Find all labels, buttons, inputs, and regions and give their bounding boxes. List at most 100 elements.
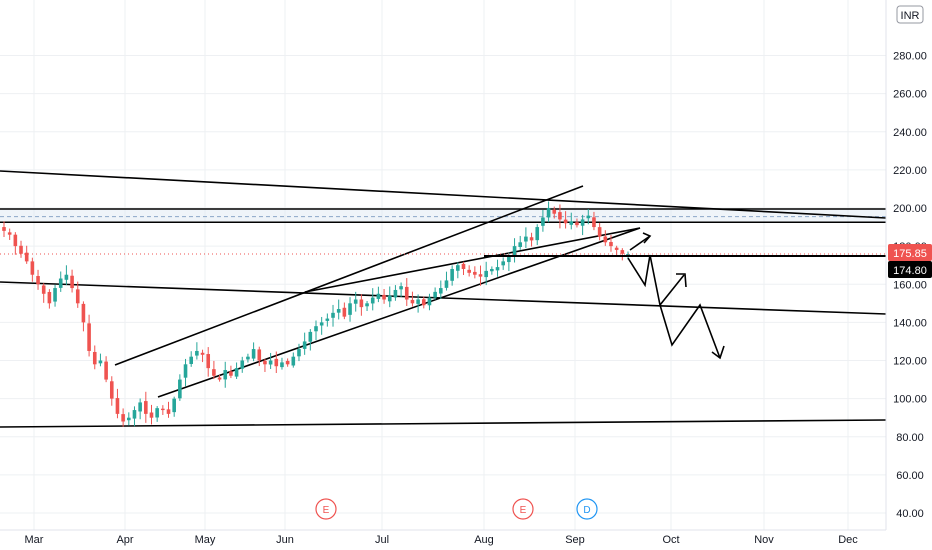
candle-body — [620, 250, 625, 254]
candle-body — [280, 362, 284, 368]
candle-body — [58, 278, 63, 288]
candle-body — [70, 275, 74, 289]
candle-body — [586, 215, 591, 219]
time-tick-label: Sep — [565, 534, 585, 546]
projection-path-2 — [649, 254, 685, 307]
zone-fill — [0, 208, 886, 223]
candle-body — [336, 309, 341, 313]
candle-body — [13, 234, 18, 247]
price-tick-label: 160.00 — [893, 279, 927, 291]
candle-body — [195, 350, 199, 356]
candle-body — [501, 261, 505, 266]
candle-body — [81, 303, 86, 323]
support-line — [0, 419, 887, 428]
candle-body — [376, 293, 381, 299]
candle-body — [138, 402, 142, 412]
candle-body — [541, 217, 545, 226]
candle-body — [24, 252, 29, 262]
price-tick-label: 140.00 — [893, 317, 927, 329]
candle-body — [410, 299, 415, 304]
candle-body — [240, 360, 245, 369]
candle-body — [92, 351, 97, 365]
last-price-label: 175.85 — [888, 244, 932, 261]
candle-body — [393, 289, 398, 298]
candle-body — [478, 274, 483, 277]
candle-body — [495, 267, 500, 271]
level-price-value: 174.80 — [893, 265, 927, 277]
time-tick-label: Aug — [474, 534, 494, 546]
currency-label: INR — [901, 10, 920, 22]
candle-body — [7, 232, 12, 235]
price-tick-label: 100.00 — [893, 394, 927, 406]
price-tick-label: 60.00 — [896, 470, 924, 482]
candle-body — [535, 227, 540, 241]
candle-body — [47, 291, 52, 304]
projection-path-3 — [659, 303, 721, 359]
candle-body — [558, 212, 562, 220]
arrowhead-icon — [642, 232, 652, 244]
last-price-value: 175.85 — [893, 248, 927, 260]
candle-body — [200, 352, 205, 355]
projection-arrows[interactable] — [627, 232, 725, 360]
candle-body — [626, 254, 630, 256]
candle-body — [387, 295, 392, 302]
time-axis[interactable]: Mar Apr May Jun Jul Aug Sep Oct Nov Dec — [0, 529, 886, 546]
event-marker[interactable]: E — [512, 498, 534, 520]
candle-body — [348, 303, 352, 315]
candle-body — [166, 409, 171, 414]
time-tick-label: Jul — [375, 534, 389, 546]
candle-body — [439, 288, 443, 294]
time-tick-label: Jun — [276, 534, 294, 546]
candle-body — [234, 368, 239, 377]
price-axis[interactable]: 40.00 60.00 80.00 100.00 120.00 140.00 160.00 1… — [885, 0, 932, 530]
candle-body — [614, 247, 619, 250]
candle-body — [274, 358, 279, 367]
candle-body — [484, 270, 488, 278]
candle-body — [365, 303, 369, 307]
candle-body — [172, 398, 176, 413]
candle-body — [416, 299, 420, 304]
projection-path-0 — [629, 235, 651, 251]
candle-body — [524, 236, 528, 242]
candle-body — [518, 242, 523, 247]
candle-body — [268, 360, 273, 365]
channel-upper-line — [114, 185, 584, 366]
candle-body — [115, 398, 120, 414]
event-circle — [315, 498, 337, 520]
candle-body — [529, 237, 534, 241]
event-circle — [576, 498, 598, 520]
candle-body — [257, 349, 262, 361]
long-falling-trendline-upper — [0, 170, 887, 219]
candle-body — [427, 297, 432, 306]
candle-body — [308, 331, 313, 342]
level-price-label: 174.80 — [888, 261, 932, 278]
event-marker[interactable]: D — [576, 498, 598, 520]
price-tick-label: 220.00 — [893, 165, 927, 177]
candle-body — [104, 361, 108, 380]
event-label: E — [520, 505, 527, 516]
candle-body — [263, 360, 267, 365]
candle-body — [206, 354, 211, 369]
candle-body — [149, 412, 154, 418]
candle-body — [144, 401, 148, 414]
candle-body — [297, 349, 301, 357]
price-levels[interactable] — [0, 253, 886, 258]
currency-badge[interactable]: INR — [896, 5, 924, 24]
candle-body — [421, 299, 426, 306]
price-tick-label: 80.00 — [896, 432, 924, 444]
time-tick-label: Mar — [25, 534, 44, 546]
event-marker[interactable]: E — [315, 498, 337, 520]
price-tick-label: 280.00 — [893, 51, 927, 63]
candle-body — [223, 370, 228, 380]
candle-body — [291, 356, 296, 366]
price-tick-label: 260.00 — [893, 89, 927, 101]
resistance-zone[interactable] — [0, 208, 886, 224]
candle-body — [456, 265, 460, 271]
candle-body — [331, 312, 335, 318]
candle-body — [342, 307, 347, 317]
candle-body — [246, 356, 250, 360]
candle-body — [580, 219, 585, 226]
candle-body — [285, 360, 290, 365]
